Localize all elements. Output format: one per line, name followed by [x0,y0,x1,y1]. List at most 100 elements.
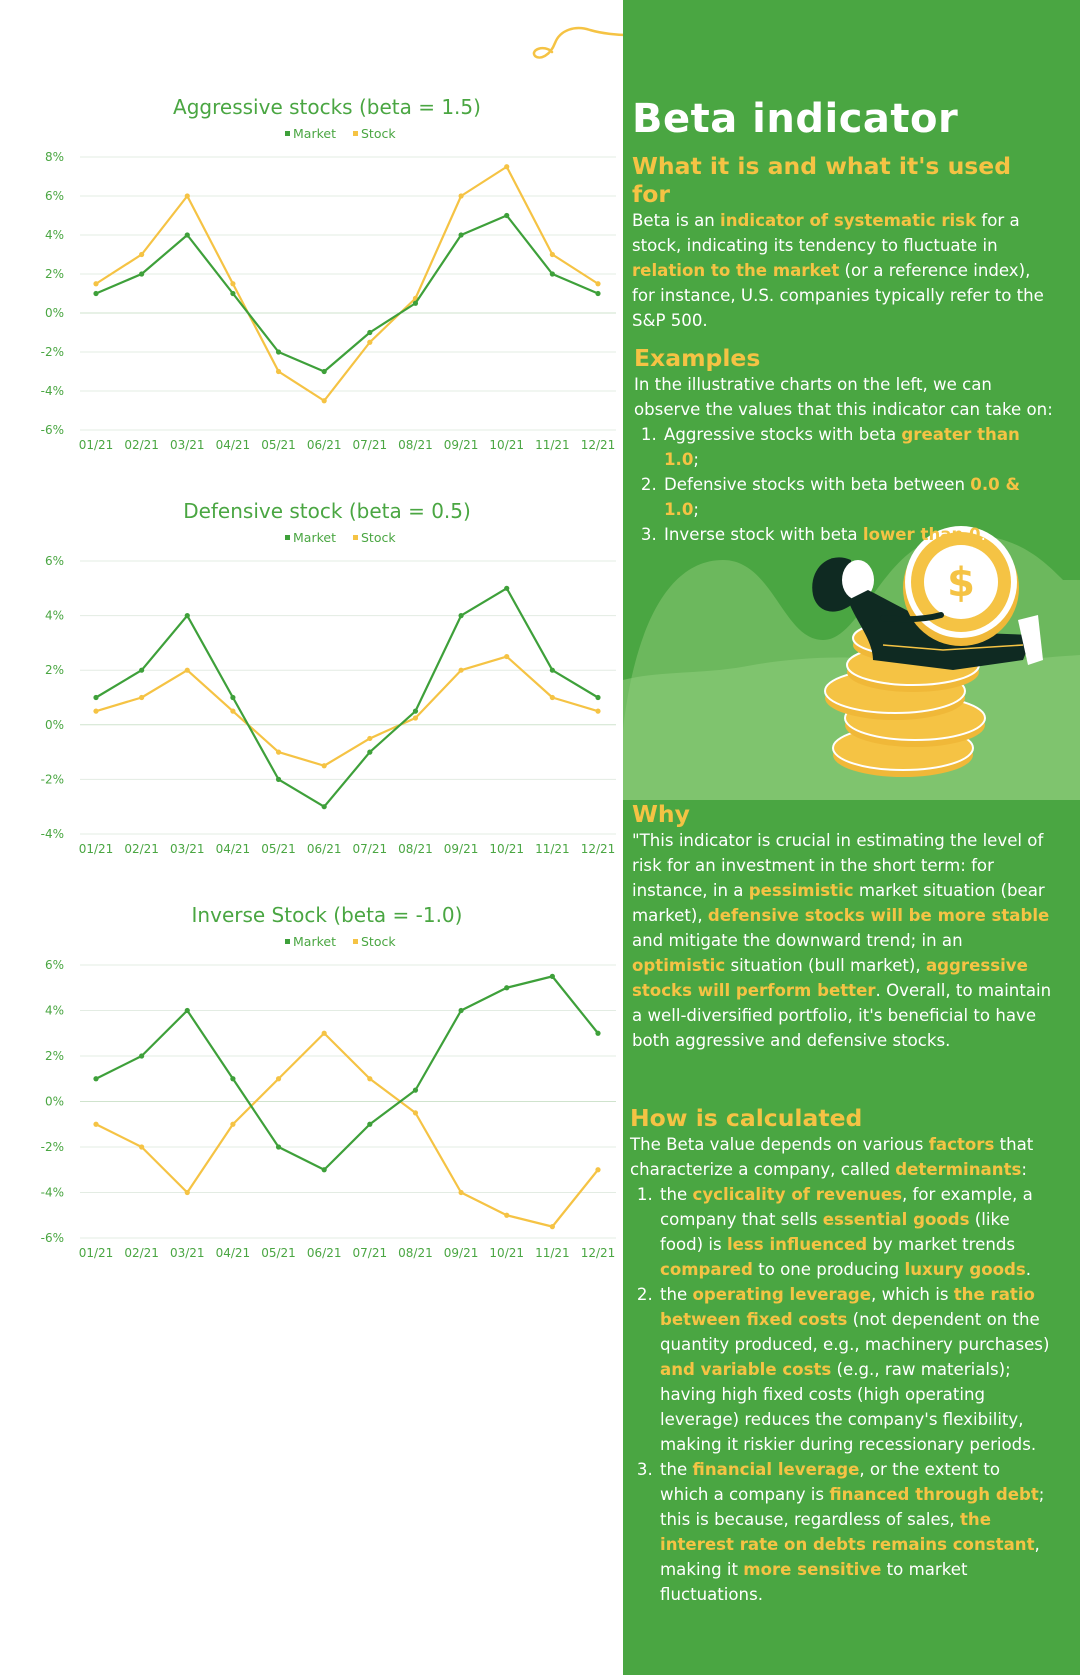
x-tick-label: 11/21 [535,1246,570,1260]
y-tick-label: -4% [41,1186,64,1200]
x-tick-label: 01/21 [79,842,114,856]
how-item-text: the [660,1285,693,1304]
how-item-cyclicality: the cyclicality of revenues, for example… [658,1182,1050,1282]
data-point-stock [139,251,145,258]
why-text-5: . Overall, to maintain a well-diversifie… [632,981,1052,1050]
example-highlight: lower than 0 [862,525,981,544]
x-tick-label: 10/21 [489,1246,524,1260]
data-point-market [230,694,236,701]
how-heading: How is calculated [630,1104,863,1132]
x-tick-label: 03/21 [170,438,205,452]
y-tick-label: -6% [41,1231,64,1245]
examples-item: Defensive stocks with beta between 0.0 &… [662,472,1054,522]
data-point-market [549,667,555,673]
data-point-stock [321,398,327,404]
how-item-text: (not dependent on the quantity produced,… [660,1310,1050,1354]
y-tick-label: -2% [41,345,64,359]
data-point-stock [321,1030,327,1036]
how-item-text: the [660,1185,693,1204]
data-point-market [275,776,282,782]
how-item-operating-leverage: the operating leverage, which is the rat… [658,1282,1050,1457]
chart-title: Inverse Stock (beta = -1.0) [192,903,463,927]
why-highlight-2: defensive stocks will be more stable [707,906,1050,925]
how-item-highlight: financed through debt [829,1485,1039,1504]
x-tick-label: 10/21 [489,842,524,856]
y-tick-label: 8% [45,150,64,164]
data-point-stock [184,193,190,199]
example-highlight: 0.0 & 1.0 [664,475,1020,519]
legend-marker-stock [353,131,358,136]
y-tick-label: 0% [45,1095,64,1109]
data-point-market [275,1144,282,1150]
why-highlight-3: optimistic [632,956,726,975]
data-point-market [184,613,190,619]
data-point-stock [504,653,510,660]
series-line-market [95,975,599,1171]
why-text-1: "This indicator is crucial in estimating… [632,831,1044,900]
data-point-stock [458,667,464,673]
y-tick-label: 4% [45,228,64,242]
x-tick-label: 08/21 [398,438,433,452]
x-tick-label: 07/21 [353,438,388,452]
how-item-text: by market trends [867,1235,1016,1254]
data-point-stock [321,763,327,769]
y-tick-label: 0% [45,306,64,320]
data-point-stock [595,1167,601,1173]
how-text-3: : [1021,1160,1027,1179]
data-point-stock [367,339,373,345]
data-point-stock [139,1144,145,1150]
legend-marker-stock [353,535,358,540]
y-tick-label: 0% [45,718,64,732]
data-point-market [595,1030,601,1036]
how-item-text: , which is [871,1285,954,1304]
data-point-stock [367,1076,373,1082]
x-tick-label: 04/21 [216,438,251,452]
aggressive-stocks-chart: Aggressive stocks (beta = 1.5) Market Stoc… [41,95,616,452]
how-intro: The Beta value depends on various factor… [630,1132,1050,1182]
data-point-market [93,290,99,297]
x-tick-label: 02/21 [124,438,159,452]
how-item-highlight: compared [660,1260,753,1279]
data-point-stock [504,1212,510,1218]
example-text: Defensive stocks with beta between [664,475,971,494]
data-point-stock [93,281,99,287]
chart-title: Defensive stock (beta = 0.5) [183,499,471,523]
legend-label-market: Market [293,530,336,545]
legend-label-market: Market [293,126,336,141]
x-tick-label: 05/21 [261,1246,296,1260]
x-tick-label: 09/21 [444,1246,479,1260]
what-text-1: Beta is an [632,211,721,230]
data-point-market [458,232,464,238]
x-tick-label: 02/21 [124,842,159,856]
why-highlight-4: aggressive stocks will perform better [632,956,1028,1000]
data-point-market [549,271,555,277]
data-point-market [139,1053,145,1059]
how-list: the cyclicality of revenues, for example… [630,1182,1050,1607]
data-point-market [184,232,190,238]
data-point-stock [230,281,236,287]
data-point-market [184,1007,190,1014]
examples-list: Aggressive stocks with beta greater than… [634,422,1054,547]
x-tick-label: 07/21 [353,1246,388,1260]
what-heading: What it is and what it's used for [632,152,1012,208]
x-tick-label: 03/21 [170,1246,205,1260]
x-tick-label: 09/21 [444,438,479,452]
legend-marker-market [285,939,290,944]
data-point-market [93,1076,99,1082]
y-tick-label: 6% [45,189,64,203]
data-point-market [367,749,373,755]
info-panel: $ [623,0,1080,1675]
y-tick-label: 4% [45,1004,64,1018]
legend-marker-stock [353,939,358,944]
data-point-stock [230,1121,236,1127]
data-point-stock [93,708,99,714]
data-point-market [367,1121,373,1127]
example-text: Inverse stock with beta [664,525,863,544]
example-suffix: ; [693,500,699,519]
y-tick-label: 4% [45,609,64,623]
how-item-highlight: the ratio between fixed costs [660,1285,1035,1329]
y-tick-label: 2% [45,267,64,281]
series-line-market [95,214,599,373]
how-item-text: . [1025,1260,1032,1279]
what-section: What it is and what it's used for Beta i… [632,152,1052,333]
